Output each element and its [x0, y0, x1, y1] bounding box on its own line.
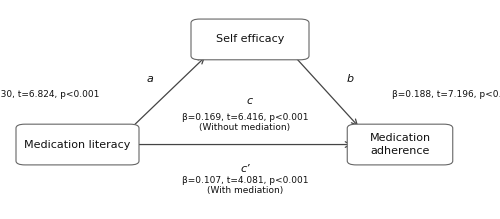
Text: Self efficacy: Self efficacy: [216, 34, 284, 44]
Text: β=0.169, t=6.416, p<0.001: β=0.169, t=6.416, p<0.001: [182, 113, 308, 122]
Text: (Without mediation): (Without mediation): [200, 122, 290, 132]
Text: b: b: [346, 74, 354, 84]
Text: a: a: [146, 74, 154, 84]
Text: (With mediation): (With mediation): [207, 186, 283, 195]
FancyBboxPatch shape: [16, 124, 139, 165]
Text: c’: c’: [240, 164, 250, 174]
Text: c: c: [247, 96, 253, 106]
FancyBboxPatch shape: [191, 19, 309, 60]
Text: β=0.188, t=7.196, p<0.001: β=0.188, t=7.196, p<0.001: [392, 90, 500, 99]
Text: β=0.107, t=4.081, p<0.001: β=0.107, t=4.081, p<0.001: [182, 176, 308, 185]
Text: Medication literacy: Medication literacy: [24, 140, 130, 150]
Text: β=0.330, t=6.824, p<0.001: β=0.330, t=6.824, p<0.001: [0, 90, 99, 99]
FancyBboxPatch shape: [347, 124, 453, 165]
Text: Medication
adherence: Medication adherence: [370, 133, 430, 156]
